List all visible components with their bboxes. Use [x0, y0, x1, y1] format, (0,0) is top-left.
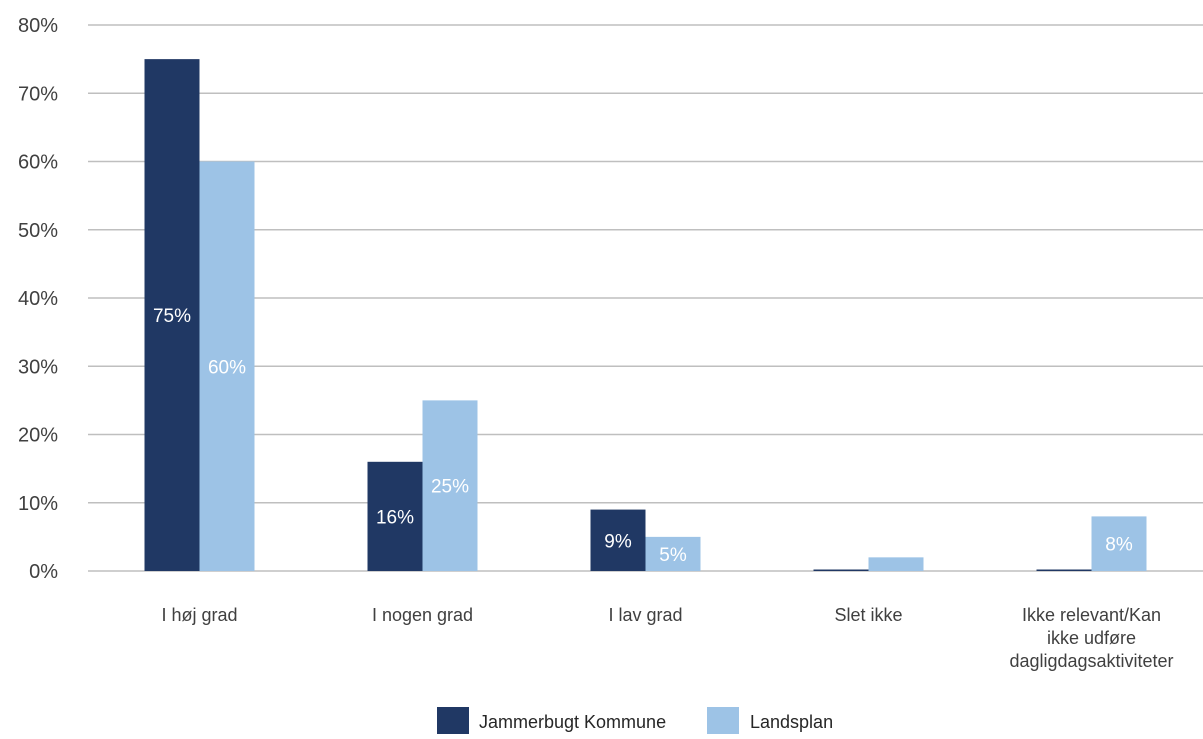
- legend-swatch: [707, 707, 739, 735]
- bar-landsplan: [199, 161, 255, 571]
- x-category-label: Slet ikke: [834, 605, 902, 625]
- x-category-label: Ikke relevant/Kan: [1022, 605, 1161, 625]
- y-axis-ticks: 0% 10% 20% 30% 40% 50% 60% 70% 80%: [18, 15, 58, 583]
- y-tick-label: 0%: [29, 561, 58, 583]
- x-category-label: dagligdagsaktiviteter: [1009, 651, 1173, 671]
- data-label: 8%: [1105, 535, 1133, 556]
- y-tick-label: 70%: [18, 83, 58, 105]
- data-label: 25%: [431, 477, 469, 498]
- y-tick-label: 60%: [18, 152, 58, 174]
- bar-jammerbugt: [590, 509, 646, 571]
- x-axis-categories: I høj grad I nogen grad I lav grad Slet ikk…: [161, 605, 1173, 671]
- legend-label: Landsplan: [750, 712, 833, 732]
- bar-landsplan: [1091, 516, 1147, 571]
- bar-jammerbugt: [813, 569, 869, 571]
- x-category-label: I lav grad: [608, 605, 682, 625]
- y-tick-label: 80%: [18, 15, 58, 37]
- gridlines: [88, 24, 1203, 572]
- legend: Jammerbugt Kommune Landsplan: [437, 707, 833, 735]
- y-tick-label: 30%: [18, 356, 58, 378]
- y-tick-label: 40%: [18, 288, 58, 310]
- data-label: 60%: [208, 357, 246, 378]
- bars: [144, 59, 1147, 571]
- x-category-label: I nogen grad: [372, 605, 473, 625]
- bar-jammerbugt: [1036, 569, 1092, 571]
- x-category-label: ikke udføre: [1047, 628, 1136, 648]
- bar-jammerbugt: [144, 59, 200, 571]
- bar-landsplan: [422, 400, 478, 571]
- bar-landsplan: [645, 536, 701, 571]
- y-tick-label: 20%: [18, 425, 58, 447]
- x-category-label: I høj grad: [161, 605, 237, 625]
- data-label: 75%: [153, 306, 191, 327]
- data-label: 5%: [659, 545, 687, 566]
- y-tick-label: 50%: [18, 220, 58, 242]
- legend-label: Jammerbugt Kommune: [479, 712, 666, 732]
- y-tick-label: 10%: [18, 493, 58, 515]
- data-label: 9%: [604, 531, 632, 552]
- bar-landsplan: [868, 557, 924, 571]
- legend-swatch: [437, 707, 469, 735]
- bar-jammerbugt: [367, 461, 423, 571]
- data-label: 16%: [376, 507, 414, 528]
- data-labels: 75% 16% 9% 60% 25% 5% 8%: [153, 306, 1133, 566]
